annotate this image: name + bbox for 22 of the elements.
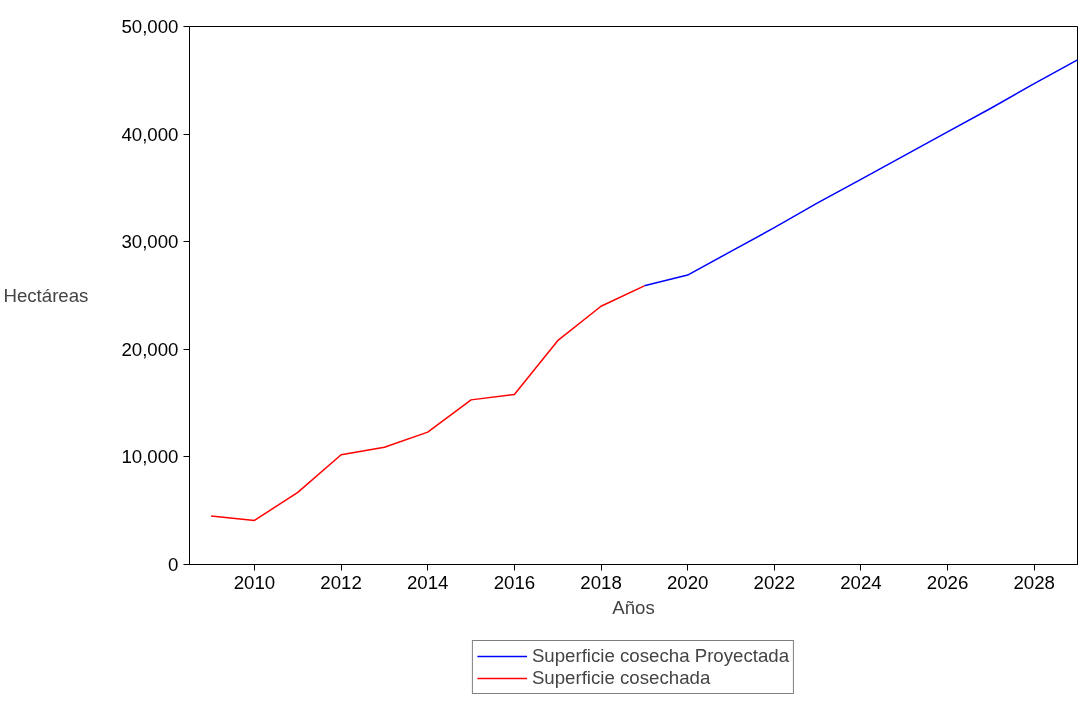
x-tick-label: 2018 [580, 571, 622, 593]
x-tick-label: 2028 [1013, 571, 1055, 593]
y-tick-label: 50,000 [121, 16, 179, 37]
x-tick-label: 2016 [493, 571, 536, 593]
x-tick-label: 2012 [320, 571, 362, 593]
line-series [210, 285, 646, 522]
x-tick-label: 2026 [926, 571, 969, 593]
x-tick-label: 2014 [406, 571, 449, 593]
y-tick-label: 40,000 [121, 123, 179, 145]
x-tick-label: 2024 [840, 571, 882, 593]
y-tick-label: 10,000 [121, 446, 179, 468]
x-tick-label: 2010 [233, 571, 276, 593]
y-tick-label: 30,000 [121, 231, 179, 253]
legend-label: Superficie cosechada [531, 667, 711, 689]
x-axis-title: Años [612, 596, 655, 618]
x-tick-label: 2020 [666, 571, 709, 593]
y-axis-title: Hectáreas [3, 285, 89, 306]
y-tick-label: 20,000 [121, 338, 179, 360]
x-tick-label: 2022 [753, 571, 796, 593]
y-tick-label: 0 [168, 554, 179, 575]
legend-label: Superficie cosecha Proyectada [531, 645, 790, 667]
line-series [643, 59, 1078, 287]
